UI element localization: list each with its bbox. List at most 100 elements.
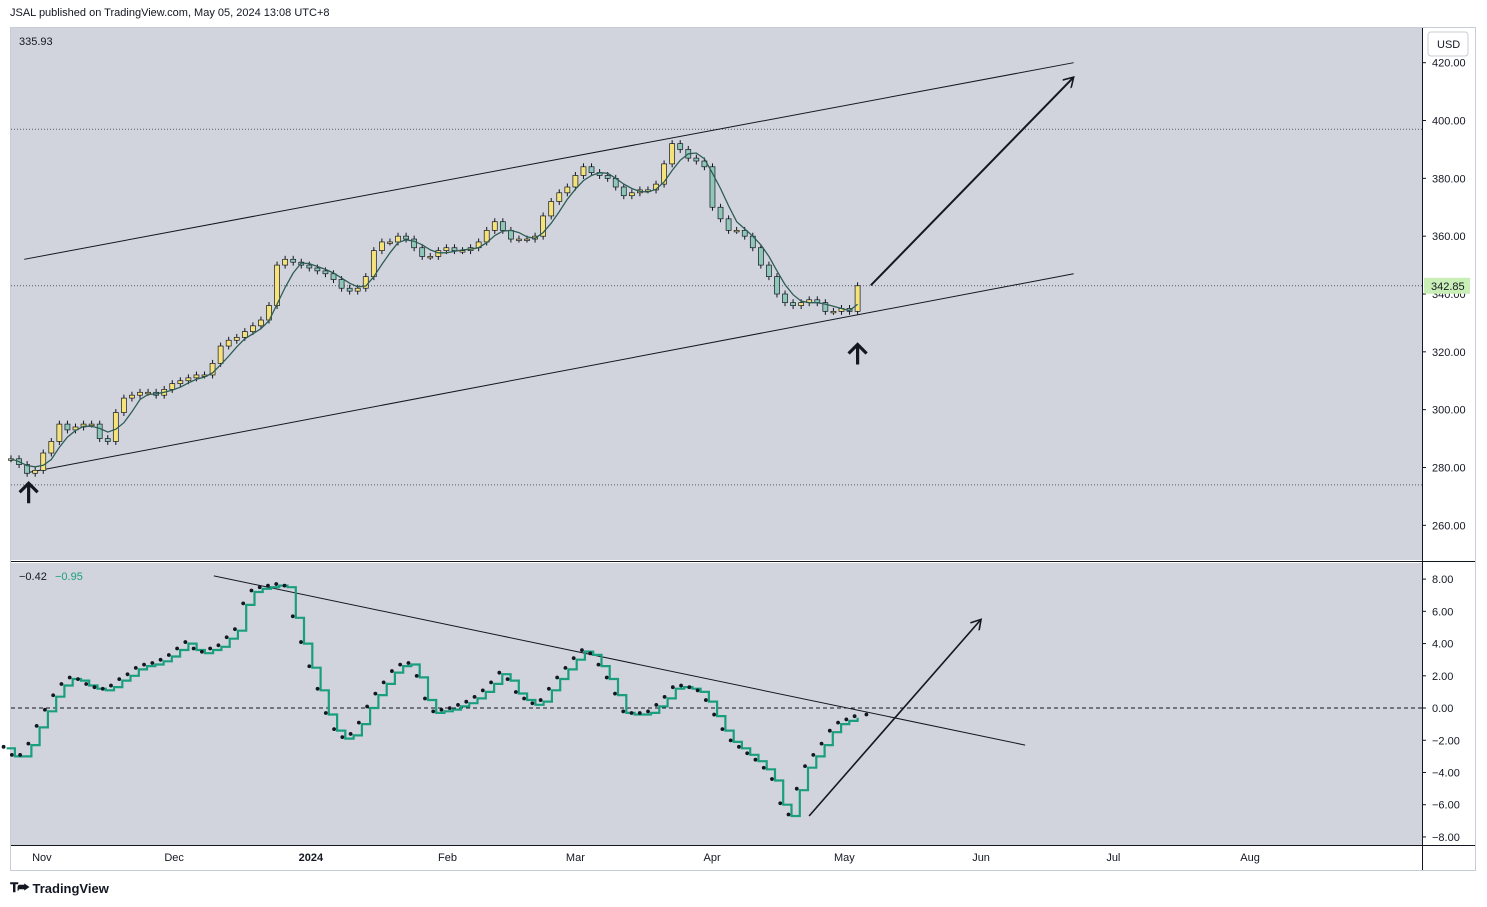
oscillator-dot — [530, 701, 535, 706]
time-axis[interactable]: Nov Dec 2024 Feb Mar Apr May Jun Jul Aug — [32, 852, 1260, 864]
oscillator-dot — [381, 680, 386, 685]
candle-up — [580, 166, 587, 176]
oscillator-dot — [323, 711, 328, 715]
oscillator-dot — [43, 707, 47, 712]
oscillator-dot — [51, 693, 56, 698]
candle-up — [193, 374, 200, 379]
candle-up — [435, 250, 442, 257]
candle-up — [459, 250, 466, 253]
candle-down — [64, 423, 71, 431]
candle-down — [717, 206, 724, 220]
candle-up — [129, 394, 135, 399]
oscillator-dot — [621, 709, 626, 714]
candle-down — [306, 264, 313, 269]
tradingview-footer[interactable]: 𝐓⮫ TradingView — [10, 880, 109, 896]
time-axis-label: Dec — [164, 852, 184, 864]
candle-down — [322, 270, 329, 275]
currency-badge[interactable]: USD — [1437, 39, 1460, 51]
candle-down — [620, 186, 627, 197]
candle-up — [556, 192, 563, 202]
oscillator-dot — [637, 711, 642, 715]
candle-up — [669, 143, 676, 165]
candle-up — [217, 345, 224, 364]
candle-up — [830, 310, 837, 314]
oscillator-dot — [555, 675, 560, 680]
oscillator-dot — [183, 640, 188, 644]
candle-up — [209, 363, 216, 376]
oscillator-axis-label: −2.00 — [1432, 735, 1460, 747]
candle-up — [258, 319, 264, 327]
channel-trendline — [24, 273, 1074, 474]
oscillator-dot — [737, 744, 741, 749]
candle-up — [491, 221, 498, 231]
time-axis-label: Nov — [32, 852, 52, 864]
price-axis-label: 380.00 — [1432, 173, 1466, 185]
oscillator-dot — [414, 674, 419, 678]
oscillator-dot — [720, 727, 725, 731]
oscillator-dot — [629, 711, 634, 715]
footer-brand: TradingView — [32, 880, 109, 896]
currency-badge-box[interactable] — [1427, 31, 1469, 57]
candle-up — [483, 230, 490, 243]
price-axis-label: 360.00 — [1432, 231, 1466, 243]
oscillator-dot — [307, 664, 312, 669]
oscillator-axis-label: 8.00 — [1432, 574, 1453, 586]
oscillator-dot — [670, 685, 675, 690]
oscillator-trendline — [213, 575, 1026, 746]
candle-up — [516, 238, 522, 241]
candle-down — [24, 464, 30, 474]
candle-down — [419, 247, 426, 257]
oscillator-dot — [249, 588, 254, 593]
oscillator-dot — [299, 640, 303, 644]
candle-up — [48, 441, 55, 454]
price-axis-label: 260.00 — [1432, 520, 1466, 532]
oscillator-dot — [142, 662, 146, 667]
candle-up — [250, 325, 256, 332]
oscillator-dot — [406, 661, 411, 665]
oscillator-dot — [133, 665, 138, 670]
oscillator-dot — [803, 764, 807, 769]
oscillator-dot — [34, 723, 39, 728]
oscillator-dot — [266, 583, 270, 588]
price-axis[interactable]: USD 420.00400.00380.00360.00340.00320.00… — [1422, 31, 1470, 844]
oscillator-dot — [274, 582, 279, 586]
time-axis-label: Mar — [566, 852, 585, 864]
time-axis-label: Feb — [438, 852, 457, 864]
candle-up — [733, 230, 740, 233]
oscillator-dot — [844, 717, 849, 722]
oscillator-dot — [1, 744, 6, 749]
price-axis-label: 320.00 — [1432, 347, 1466, 359]
oscillator-dot — [257, 585, 262, 590]
candle-up — [572, 175, 579, 188]
oscillator-dot — [398, 662, 403, 667]
oscillator-axis-ticks: 8.00 6.00 4.00 2.00 0.00 −2.00 −4.00 −6.00 −8.00 — [1422, 574, 1460, 844]
oscillator-dot — [836, 720, 840, 725]
candle-up — [798, 302, 805, 306]
oscillator-legend-value: −0.42 — [19, 571, 47, 583]
candle-down — [499, 221, 506, 231]
candle-down — [338, 279, 345, 289]
oscillator-dot — [646, 709, 650, 714]
oscillator-dot — [109, 683, 113, 688]
oscillator-dot — [563, 665, 568, 670]
time-axis-label: Jul — [1106, 852, 1120, 864]
oscillator-dot — [84, 682, 89, 686]
last-price-tag: 342.85 — [1424, 277, 1470, 294]
candle-up — [145, 391, 151, 395]
oscillator-dot — [794, 786, 799, 791]
oscillator-dot — [662, 694, 667, 699]
oscillator-dot — [827, 728, 832, 733]
candle-up — [233, 337, 240, 341]
oscillator-pane[interactable]: −0.42 −0.95 — [1, 563, 1422, 845]
candle-down — [741, 230, 748, 237]
price-pane[interactable]: 335.93 — [8, 28, 1423, 560]
oscillator-dot — [588, 651, 593, 656]
oscillator-dot — [770, 777, 774, 781]
candle-up — [427, 256, 434, 259]
oscillator-axis-label: 4.00 — [1432, 639, 1453, 651]
oscillator-dot — [456, 703, 460, 707]
candle-up — [524, 238, 530, 241]
oscillator-dot — [522, 696, 527, 701]
oscillator-dot — [224, 635, 229, 640]
